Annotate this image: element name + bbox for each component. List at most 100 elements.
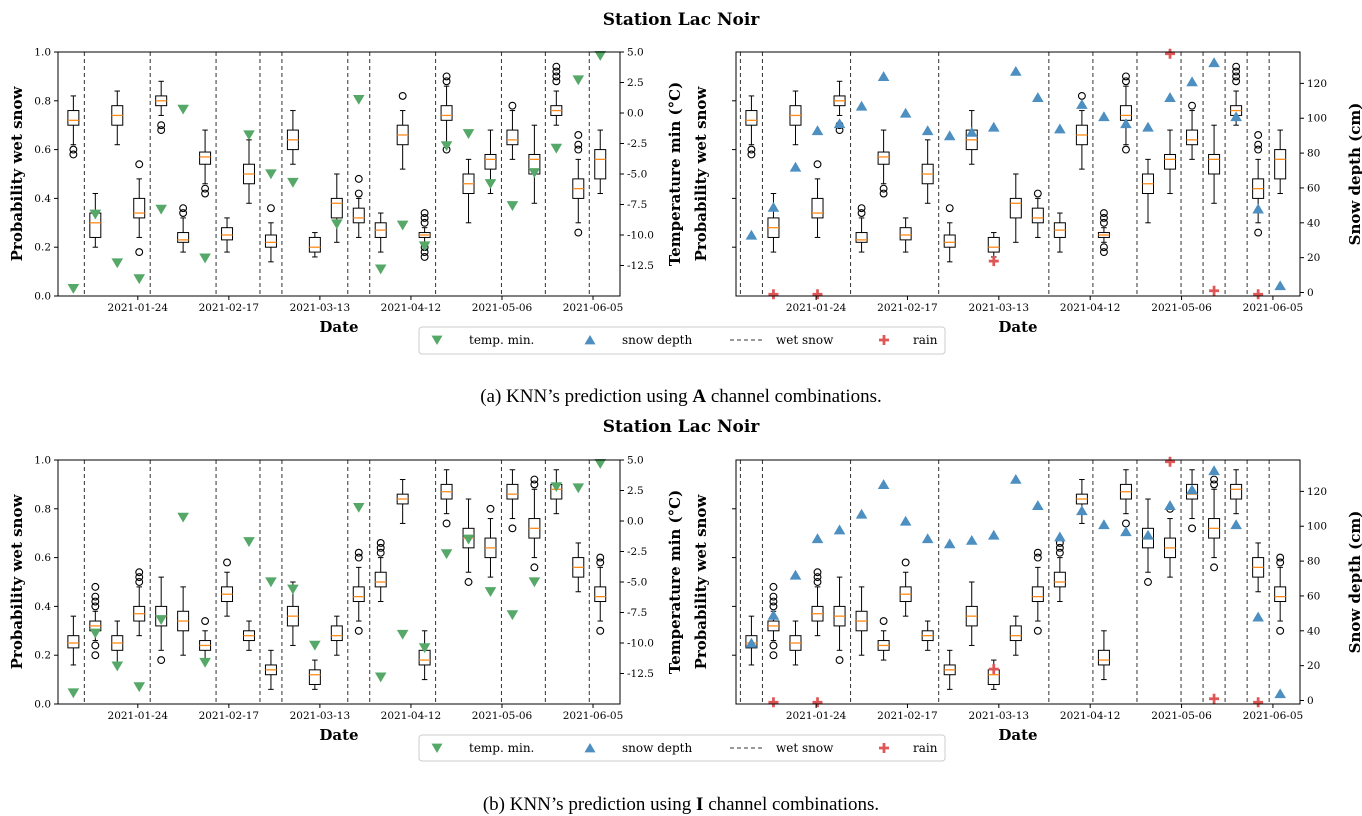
y2-tick-label: 5.0	[627, 47, 644, 59]
box-flier	[1122, 77, 1130, 86]
box-body	[374, 571, 387, 588]
temp-min-marker	[396, 220, 409, 231]
box-flier	[1232, 72, 1241, 81]
y2-tick-label: -12.5	[627, 260, 654, 272]
temp-min-marker	[309, 640, 321, 651]
box-body	[308, 236, 321, 253]
x-tick-label: 2021-06-05	[563, 710, 624, 722]
legend-label-snow: snow depth	[622, 333, 692, 347]
x-tick-label: 2021-06-05	[1243, 710, 1304, 722]
box-flier	[157, 121, 166, 130]
box-flier	[1254, 145, 1263, 154]
box-body	[1119, 105, 1132, 121]
box-flier	[1276, 558, 1285, 567]
temp-min-marker	[594, 459, 607, 469]
y2-axis-label: Snow depth (cm)	[1346, 511, 1362, 654]
snow-depth-marker	[899, 107, 912, 118]
y2-tick-label: 5.0	[627, 455, 644, 467]
box-body	[745, 110, 758, 126]
box-body	[1164, 153, 1177, 170]
y-tick-label: 0.4	[34, 193, 51, 205]
box-flier	[420, 209, 429, 217]
box-flier	[442, 519, 451, 528]
legend-frame	[418, 734, 946, 762]
box-flier	[1033, 548, 1042, 557]
temp-min-marker	[331, 219, 343, 230]
snow-depth-legend-icon	[584, 743, 596, 753]
rain-marker	[1165, 48, 1176, 59]
snow-depth-marker	[987, 529, 1000, 540]
box-flier	[135, 573, 144, 582]
temp-min-marker	[265, 169, 277, 180]
temp-min-marker	[155, 204, 167, 215]
x-tick-label: 2021-05-06	[472, 302, 533, 314]
y2-tick-label: 20	[1307, 252, 1320, 264]
snow-depth-marker	[1009, 473, 1022, 484]
y-axis-label: Probability wet snow	[692, 86, 710, 262]
panel-b-left: 0.0 0.2 0.4 0.6 0.8 1.0 5.0 2.5 0.0 -2.5 -5.0 -7.5 -…	[8, 455, 684, 745]
box-body	[67, 635, 80, 649]
y2-tick-label: 80	[1307, 556, 1320, 568]
box-body	[1053, 571, 1066, 588]
box-flier	[813, 160, 822, 169]
snow-depth-marker	[1164, 92, 1176, 102]
y-tick-label: 0.8	[34, 503, 51, 515]
rain-marker	[812, 289, 823, 300]
temp-min-marker	[572, 75, 585, 86]
y2-tick-label: 2.5	[627, 485, 644, 497]
snow-depth-marker	[1230, 519, 1242, 530]
box-flier	[157, 656, 166, 665]
temp-min-legend-icon	[431, 335, 443, 345]
box-flier	[442, 77, 451, 86]
box-body	[1230, 483, 1243, 500]
y2-tick-label: 100	[1307, 113, 1327, 125]
x-tick-label: 2021-03-13	[969, 302, 1030, 314]
box-flier	[945, 204, 954, 213]
temp-min-marker	[352, 94, 365, 105]
caption-text: (b) KNN’s prediction using	[483, 794, 696, 815]
y-tick-label: 0.6	[34, 552, 51, 564]
box-flier	[91, 597, 100, 606]
box-flier	[1055, 543, 1064, 552]
box-flier	[552, 67, 561, 76]
box-body	[1208, 153, 1221, 175]
snow-depth-marker	[789, 161, 802, 172]
box-flier	[354, 553, 363, 562]
x-tick-label: 2021-04-12	[1060, 710, 1121, 722]
box-body	[352, 207, 365, 224]
box-flier	[1254, 228, 1263, 237]
box-body	[440, 105, 453, 121]
x-tick-label: 2021-01-24	[786, 302, 847, 314]
figure-suptitle: Station Lac Noir	[603, 10, 761, 30]
snow-depth-marker	[1274, 280, 1286, 291]
box-flier	[376, 548, 385, 557]
caption-bold: I	[696, 794, 703, 815]
figure-caption: (a) KNN’s prediction using A channel com…	[480, 386, 882, 407]
box-flier	[1210, 563, 1219, 572]
box-flier	[508, 101, 517, 110]
y2-tick-label: 60	[1307, 590, 1320, 602]
box-flier	[596, 558, 605, 567]
box-flier	[420, 213, 429, 222]
x-tick-label: 2021-03-13	[969, 710, 1030, 722]
temp-min-marker	[418, 241, 431, 252]
y2-tick-label: 2.5	[627, 77, 644, 89]
snow-depth-marker	[767, 609, 780, 620]
x-tick-label: 2021-06-05	[563, 302, 624, 314]
snow-depth-marker	[899, 515, 912, 526]
box-flier	[769, 597, 778, 606]
snow-depth-marker	[1120, 526, 1132, 537]
box-flier	[813, 568, 822, 577]
box-body	[199, 151, 212, 165]
temp-min-marker	[177, 104, 189, 115]
snow-depth-marker	[745, 229, 758, 240]
box-flier	[91, 641, 100, 650]
temp-min-marker	[67, 284, 80, 294]
box-flier	[1210, 480, 1219, 489]
box-flier	[420, 218, 429, 227]
snow-depth-marker	[789, 569, 802, 580]
box-flier	[769, 592, 778, 601]
box-flier	[1033, 189, 1042, 198]
legend-label-rain: rain	[913, 741, 938, 755]
box-flier	[1276, 553, 1285, 562]
